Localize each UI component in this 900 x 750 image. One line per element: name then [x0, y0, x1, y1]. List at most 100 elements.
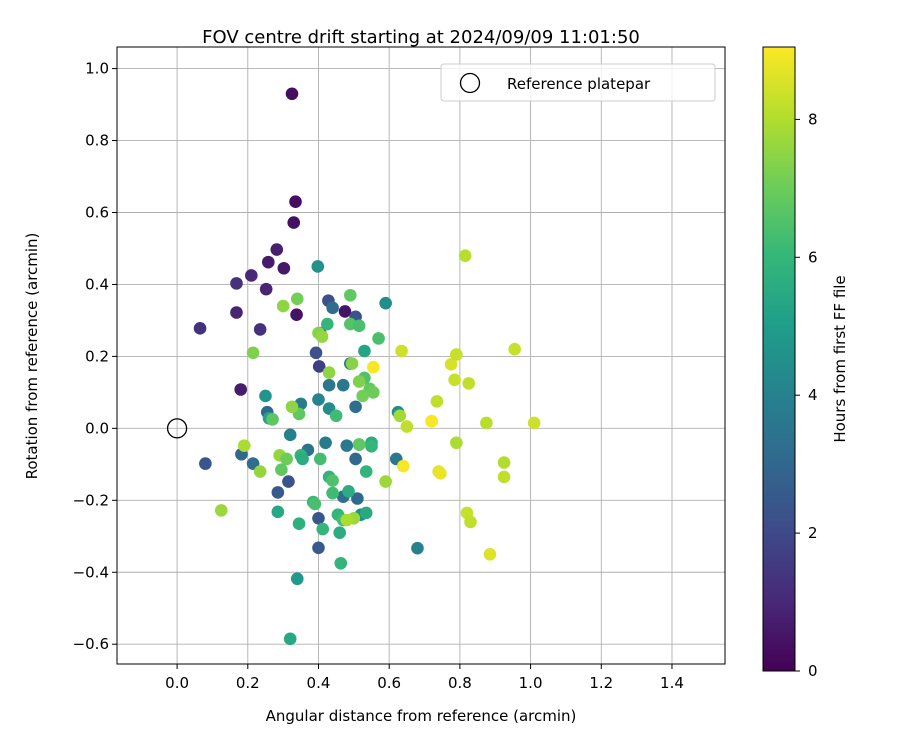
scatter-point [366, 360, 380, 374]
y-tick-label: −0.4 [73, 563, 109, 581]
x-tick-label: 1.2 [589, 674, 613, 692]
y-axis-label: Rotation from reference (arcmin) [23, 233, 41, 480]
colorbar-tick-label: 6 [808, 248, 818, 266]
scatter-point [425, 414, 438, 428]
plot-frame [116, 46, 726, 665]
colorbar-ticks: 0 2 4 6 8 [795, 110, 818, 680]
scatter-point [312, 511, 325, 525]
scatter-point [283, 428, 297, 442]
x-axis-label: Angular distance from reference (arcmin) [266, 707, 577, 725]
scatter-point [199, 457, 212, 470]
scatter-point [397, 459, 410, 473]
y-tick-label: 0.4 [85, 275, 109, 293]
scatter-point [285, 400, 299, 414]
x-axis: 0.0 0.2 0.4 0.6 0.8 1.0 1.2 1.4 [165, 664, 684, 692]
scatter-point [292, 517, 306, 530]
scatter-point [359, 506, 373, 520]
scatter-point [450, 436, 463, 450]
scatter-point [253, 465, 267, 478]
scatter-point [326, 486, 339, 500]
scatter-point [287, 216, 301, 229]
scatter-point [393, 409, 407, 423]
colorbar-tick-label: 0 [808, 662, 818, 680]
scatter-point [497, 470, 511, 484]
scatter-point [290, 292, 304, 306]
scatter-point [483, 547, 497, 561]
scatter-point [345, 357, 359, 370]
x-tick-label: 0.6 [377, 674, 401, 692]
scatter-point [464, 515, 477, 529]
scatter-point [271, 486, 285, 499]
scatter-point [259, 282, 273, 296]
scatter-point [458, 249, 472, 262]
colorbar-tick-label: 8 [808, 110, 818, 128]
scatter-point [329, 409, 343, 423]
legend-box [440, 63, 716, 102]
legend-label: Reference platepar [507, 75, 651, 93]
scatter-point [411, 541, 424, 555]
scatter-point [527, 416, 541, 430]
scatter-point [400, 420, 414, 433]
scatter-point [312, 541, 325, 555]
y-tick-label: −0.6 [73, 635, 109, 653]
scatter-point [356, 389, 369, 403]
scatter-point [246, 346, 260, 360]
scatter-point [283, 632, 297, 646]
legend: Reference platepar [440, 63, 716, 102]
scatter-point [450, 348, 463, 361]
scatter-point [395, 344, 408, 358]
scatter-point [311, 260, 325, 273]
scatter-point [271, 505, 285, 519]
x-tick-label: 0.2 [236, 674, 260, 692]
scatter-point [365, 440, 378, 453]
y-tick-label: 0.2 [85, 347, 109, 365]
scatter-point [352, 319, 366, 333]
scatter-point [290, 308, 303, 321]
scatter-point [334, 556, 348, 570]
scatter-point [342, 485, 355, 498]
reference-marker-layer [166, 418, 188, 439]
x-tick-label: 0.0 [165, 674, 189, 692]
scatter-point [261, 255, 275, 269]
x-tick-label: 0.8 [448, 674, 472, 692]
scatter-point [312, 393, 325, 406]
y-tick-label: −0.2 [73, 491, 109, 509]
scatter-point [322, 366, 336, 379]
chart-title: FOV centre drift starting at 2024/09/09 … [202, 27, 640, 48]
legend-open-circle-icon [459, 72, 481, 94]
x-tick-label: 1.4 [660, 674, 684, 692]
colorbar-tick-label: 2 [808, 524, 818, 542]
x-tick-label: 1.0 [519, 674, 543, 692]
scatter-point [338, 305, 352, 318]
scatter-point [296, 452, 309, 466]
scatter-point [366, 386, 380, 399]
scatter-point [277, 261, 291, 275]
scatter-point [308, 497, 322, 511]
scatter-point [372, 332, 385, 345]
scatter-point [309, 346, 323, 360]
scatter-point [253, 323, 267, 336]
x-tick-label: 0.4 [307, 674, 331, 692]
scatter-point [285, 87, 299, 101]
scatter-point [289, 195, 302, 208]
scatter-point [234, 383, 248, 396]
scatter-point [313, 452, 327, 466]
scatter-point [280, 452, 293, 466]
scatter-point [282, 475, 295, 488]
scatter-point [379, 475, 392, 488]
scatter-point [480, 416, 493, 430]
scatter-point [290, 572, 304, 586]
scatter-point [326, 474, 339, 487]
y-tick-label: 0.6 [85, 203, 109, 221]
scatter-point [462, 377, 476, 390]
scatter-point [214, 504, 228, 517]
reference-platepar-marker [166, 418, 188, 439]
colorbar-gradient [762, 46, 796, 672]
scatter-point [336, 378, 350, 392]
scatter-point [276, 299, 290, 313]
colorbar-label: Hours from first FF file [831, 275, 849, 442]
scatter-point [351, 492, 364, 505]
scatter-point [312, 360, 326, 373]
scatter-point [508, 342, 521, 356]
y-tick-label: 0.8 [85, 132, 109, 150]
